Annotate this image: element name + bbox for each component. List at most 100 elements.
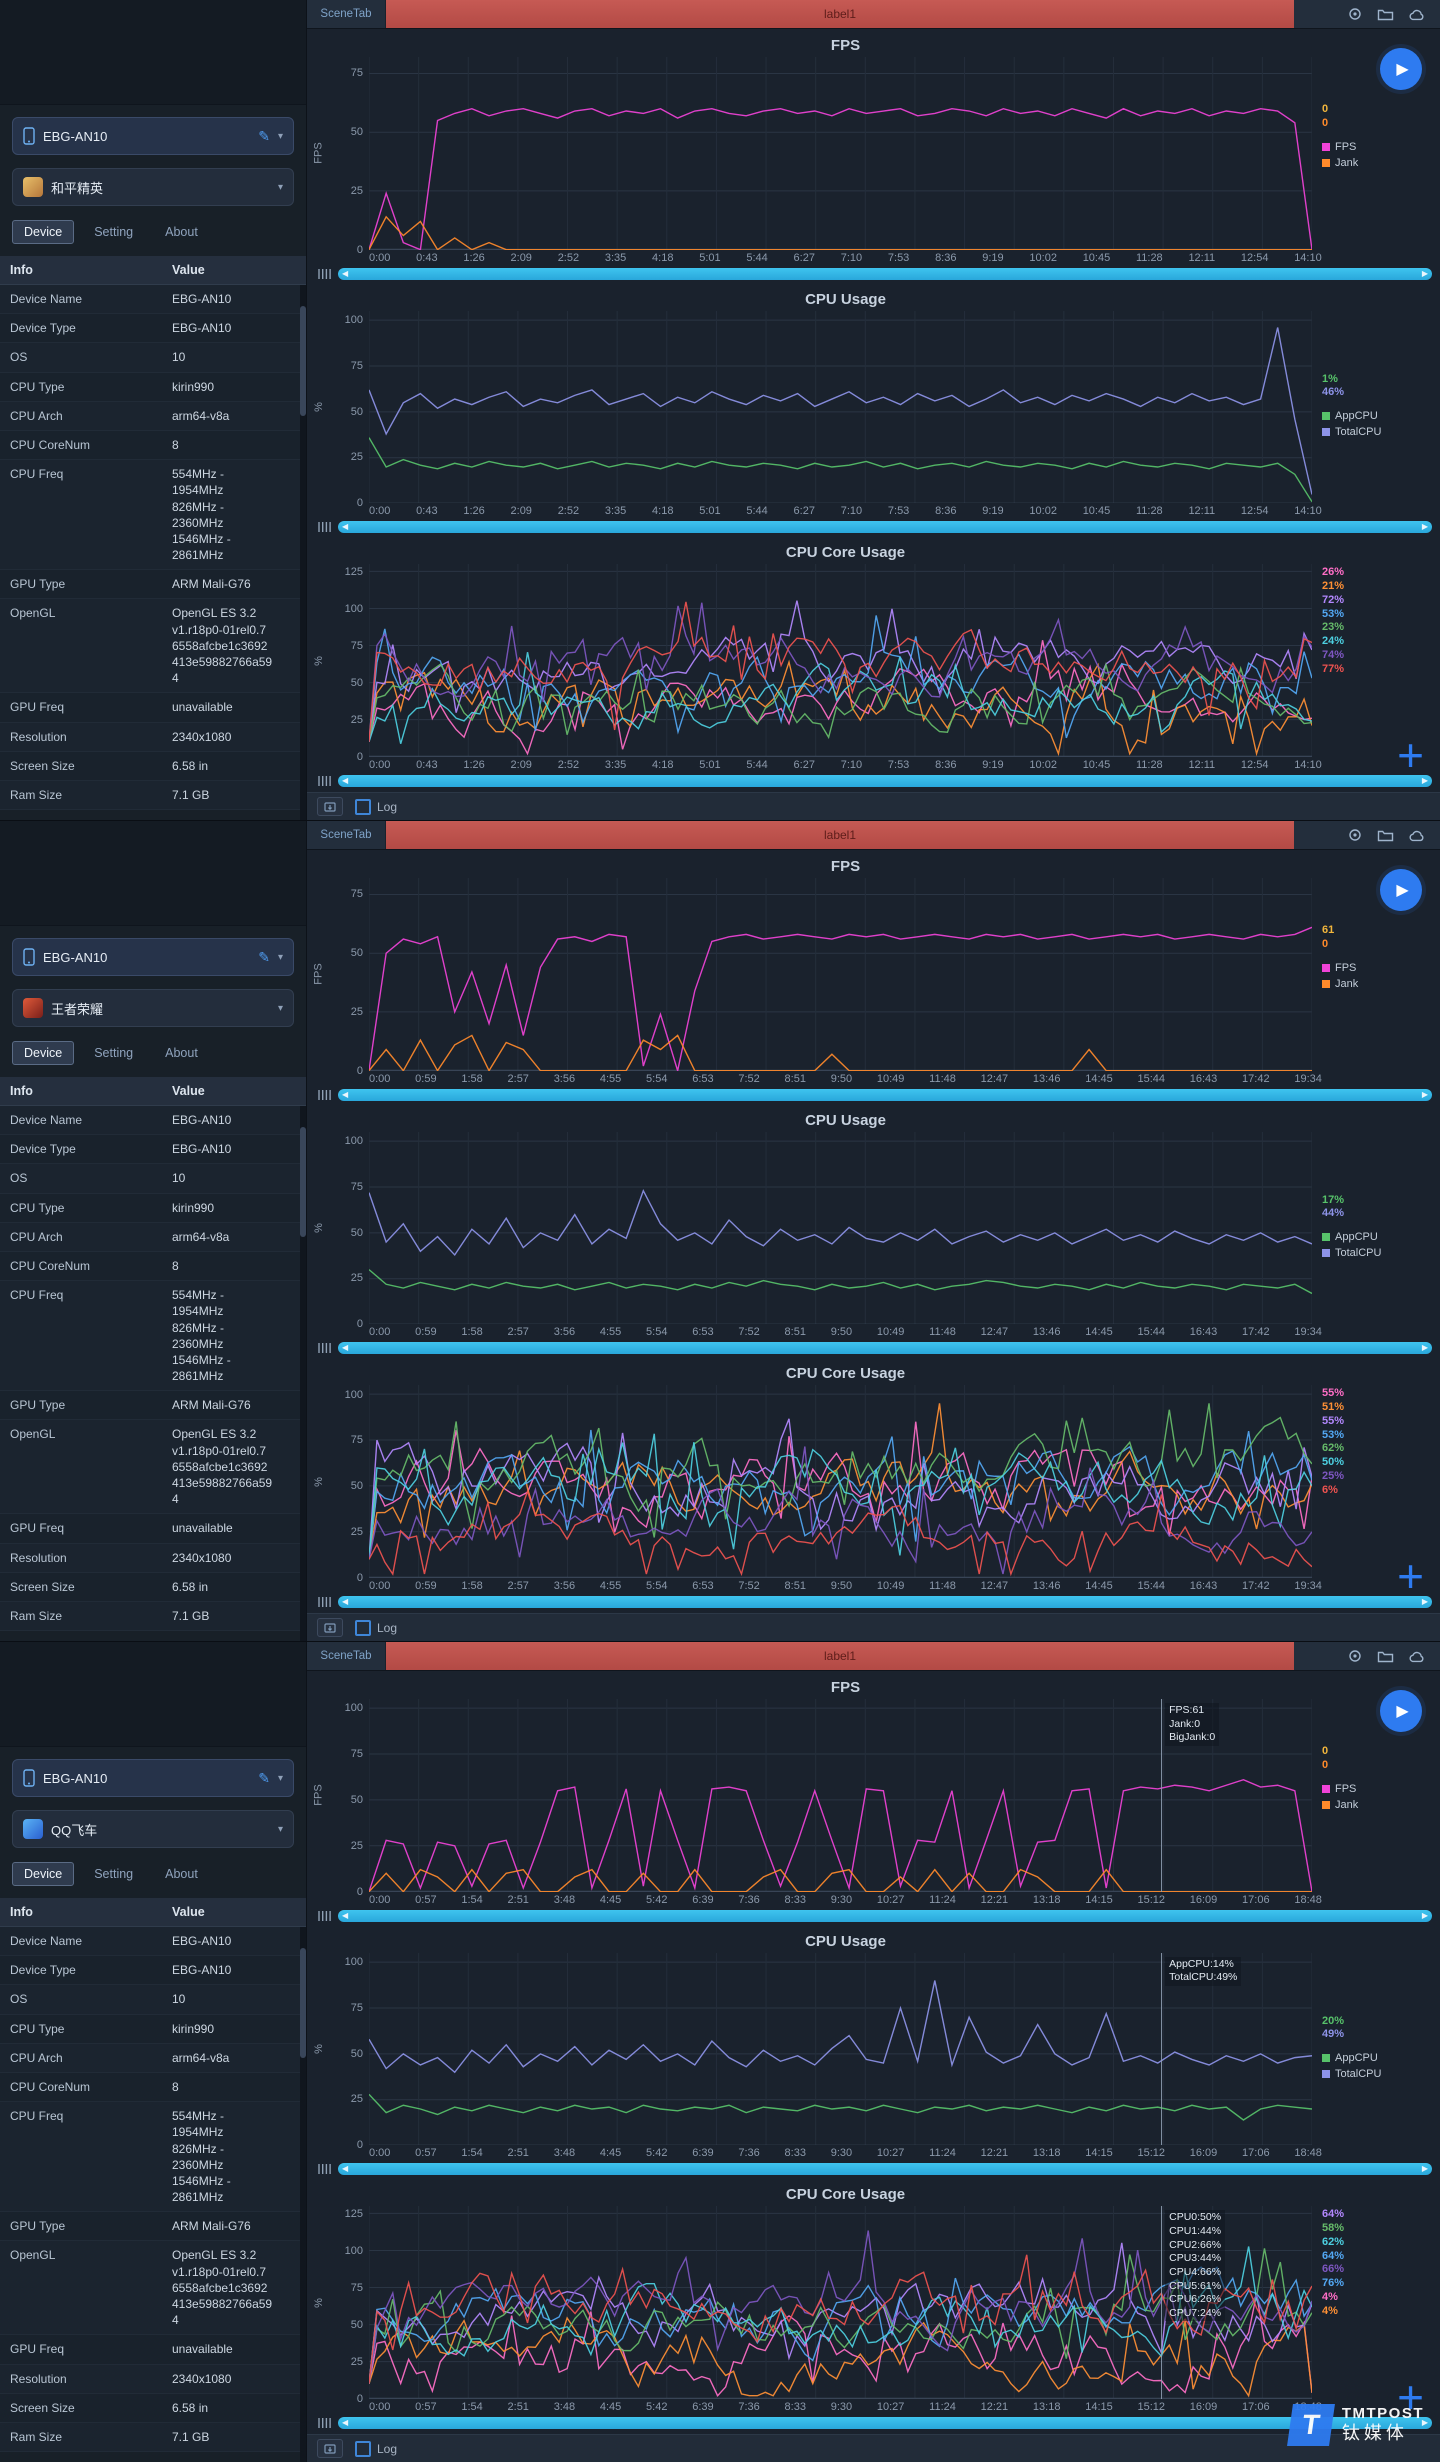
- range-icon[interactable]: [317, 1910, 332, 1922]
- scroll-right-arrow[interactable]: ▶: [1421, 1089, 1428, 1099]
- scroll-left-arrow[interactable]: ◀: [342, 268, 349, 278]
- device-select[interactable]: EBG-AN10 ✎ ▾: [12, 117, 294, 155]
- folder-icon[interactable]: [1377, 827, 1394, 843]
- scroll-right-arrow[interactable]: ▶: [1421, 268, 1428, 278]
- range-icon[interactable]: [317, 2163, 332, 2175]
- wireless-debug-icon[interactable]: ✎: [258, 948, 270, 965]
- time-scrollbar[interactable]: ◀ ▶: [338, 2163, 1432, 2176]
- table-scrollbar-thumb[interactable]: [300, 306, 306, 417]
- export-log-button[interactable]: [317, 2439, 343, 2458]
- device-select[interactable]: EBG-AN10 ✎ ▾: [12, 938, 294, 976]
- device-select[interactable]: EBG-AN10 ✎ ▾: [12, 1759, 294, 1797]
- log-checkbox[interactable]: [355, 1619, 371, 1636]
- tab-device[interactable]: Device: [12, 1862, 75, 1886]
- table-scrollbar-thumb[interactable]: [300, 1948, 306, 2059]
- time-scrollbar[interactable]: ◀ ▶: [338, 1909, 1432, 1922]
- scroll-right-arrow[interactable]: ▶: [1421, 1910, 1428, 1920]
- tab-setting[interactable]: Setting: [82, 1862, 145, 1886]
- log-checkbox-wrap[interactable]: Log: [355, 798, 397, 815]
- log-checkbox-wrap[interactable]: Log: [355, 1619, 397, 1636]
- time-scrollbar[interactable]: ◀ ▶: [338, 1088, 1432, 1101]
- tab-setting[interactable]: Setting: [82, 1041, 145, 1065]
- label-tab[interactable]: label1: [386, 1642, 1294, 1670]
- tab-setting[interactable]: Setting: [82, 220, 145, 244]
- cloud-icon[interactable]: [1408, 7, 1426, 22]
- range-icon[interactable]: [317, 1089, 332, 1101]
- time-scrollbar[interactable]: ◀ ▶: [338, 1596, 1432, 1609]
- add-chart-button[interactable]: +: [1397, 1550, 1424, 1603]
- range-icon[interactable]: [317, 1596, 332, 1608]
- scroll-right-arrow[interactable]: ▶: [1421, 2164, 1428, 2174]
- range-icon[interactable]: [317, 775, 332, 787]
- scene-tab[interactable]: SceneTab: [307, 821, 386, 849]
- plot-area[interactable]: [369, 311, 1312, 504]
- time-scrollbar[interactable]: ◀ ▶: [338, 1342, 1432, 1355]
- export-log-button[interactable]: [317, 1618, 343, 1637]
- scroll-right-arrow[interactable]: ▶: [1421, 1343, 1428, 1353]
- label-tab[interactable]: label1: [386, 0, 1294, 28]
- tab-device[interactable]: Device: [12, 220, 75, 244]
- range-icon[interactable]: [317, 1342, 332, 1354]
- time-scrollbar[interactable]: ◀ ▶: [338, 521, 1432, 534]
- range-icon[interactable]: [317, 521, 332, 533]
- play-button[interactable]: ▶: [1380, 1690, 1422, 1732]
- table-scrollbar[interactable]: [300, 1927, 306, 2462]
- log-checkbox-wrap[interactable]: Log: [355, 2440, 397, 2457]
- wireless-debug-icon[interactable]: ✎: [258, 1769, 270, 1786]
- target-icon[interactable]: [1347, 827, 1363, 843]
- add-chart-button[interactable]: +: [1397, 729, 1424, 782]
- scroll-right-arrow[interactable]: ▶: [1421, 1597, 1428, 1607]
- scroll-left-arrow[interactable]: ◀: [342, 1089, 349, 1099]
- folder-icon[interactable]: [1377, 6, 1394, 22]
- scroll-right-arrow[interactable]: ▶: [1421, 522, 1428, 532]
- plot-area[interactable]: AppCPU:14% TotalCPU:49%: [369, 1952, 1312, 2146]
- app-select[interactable]: QQ飞车 ▾: [12, 1810, 294, 1848]
- log-checkbox[interactable]: [355, 798, 371, 815]
- tab-device[interactable]: Device: [12, 1041, 75, 1065]
- range-icon[interactable]: [317, 268, 332, 280]
- scroll-right-arrow[interactable]: ▶: [1421, 2418, 1428, 2428]
- tab-about[interactable]: About: [153, 1041, 210, 1065]
- scene-tab[interactable]: SceneTab: [307, 1642, 386, 1670]
- cloud-icon[interactable]: [1408, 1649, 1426, 1664]
- label-tab[interactable]: label1: [386, 821, 1294, 849]
- time-scrollbar[interactable]: ◀ ▶: [338, 267, 1432, 280]
- app-select[interactable]: 王者荣耀 ▾: [12, 989, 294, 1027]
- wireless-debug-icon[interactable]: ✎: [258, 127, 270, 144]
- scroll-left-arrow[interactable]: ◀: [342, 1597, 349, 1607]
- scroll-left-arrow[interactable]: ◀: [342, 1343, 349, 1353]
- table-scrollbar-thumb[interactable]: [300, 1127, 306, 1238]
- scroll-left-arrow[interactable]: ◀: [342, 522, 349, 532]
- scroll-left-arrow[interactable]: ◀: [342, 776, 349, 786]
- plot-area[interactable]: [369, 1132, 1312, 1325]
- target-icon[interactable]: [1347, 1648, 1363, 1664]
- scene-tab[interactable]: SceneTab: [307, 0, 386, 28]
- tab-about[interactable]: About: [153, 220, 210, 244]
- plot-area[interactable]: [369, 564, 1312, 757]
- play-button[interactable]: ▶: [1380, 48, 1422, 90]
- folder-icon[interactable]: [1377, 1648, 1394, 1664]
- x-tick-label: 6:27: [793, 251, 815, 264]
- cloud-icon[interactable]: [1408, 828, 1426, 843]
- table-scrollbar[interactable]: [300, 285, 306, 820]
- export-log-button[interactable]: [317, 797, 343, 816]
- plot-area[interactable]: CPU0:50% CPU1:44% CPU2:66% CPU3:44% CPU4:66%…: [369, 2206, 1312, 2400]
- app-select[interactable]: 和平精英 ▾: [12, 168, 294, 206]
- scroll-right-arrow[interactable]: ▶: [1421, 776, 1428, 786]
- time-scrollbar[interactable]: ◀ ▶: [338, 775, 1432, 788]
- add-chart-button[interactable]: +: [1397, 2371, 1424, 2424]
- scroll-left-arrow[interactable]: ◀: [342, 2164, 349, 2174]
- scroll-left-arrow[interactable]: ◀: [342, 1910, 349, 1920]
- play-button[interactable]: ▶: [1380, 869, 1422, 911]
- range-icon[interactable]: [317, 2417, 332, 2429]
- plot-area[interactable]: [369, 57, 1312, 250]
- plot-area[interactable]: [369, 878, 1312, 1071]
- time-scrollbar[interactable]: ◀ ▶: [338, 2417, 1432, 2430]
- plot-area[interactable]: [369, 1385, 1312, 1578]
- plot-area[interactable]: FPS:61 Jank:0 BigJank:0: [369, 1699, 1312, 1892]
- tab-about[interactable]: About: [153, 1862, 210, 1886]
- table-scrollbar[interactable]: [300, 1106, 306, 1641]
- log-checkbox[interactable]: [355, 2440, 371, 2457]
- scroll-left-arrow[interactable]: ◀: [342, 2418, 349, 2428]
- target-icon[interactable]: [1347, 6, 1363, 22]
